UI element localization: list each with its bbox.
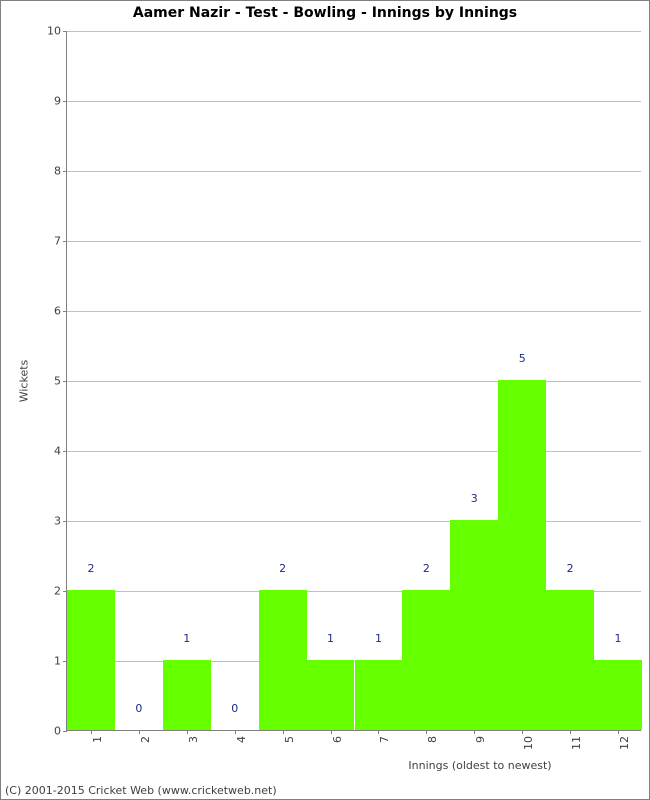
y-gridline	[67, 171, 641, 172]
y-tick-label: 10	[47, 25, 67, 38]
y-tick-label: 1	[54, 655, 67, 668]
x-tick-mark	[474, 730, 475, 734]
bar-value-label: 2	[87, 562, 94, 575]
x-tick-mark	[187, 730, 188, 734]
x-tick-label: 9	[474, 736, 487, 743]
x-tick-label: 5	[283, 736, 296, 743]
bar-value-label: 5	[519, 352, 526, 365]
bar	[259, 590, 307, 730]
y-tick-label: 0	[54, 725, 67, 738]
x-tick-mark	[378, 730, 379, 734]
x-tick-mark	[139, 730, 140, 734]
y-gridline	[67, 101, 641, 102]
bar-value-label: 3	[471, 492, 478, 505]
x-tick-label: 12	[618, 736, 631, 750]
y-gridline	[67, 521, 641, 522]
x-tick-mark	[618, 730, 619, 734]
y-gridline	[67, 241, 641, 242]
bar	[594, 660, 642, 730]
y-gridline	[67, 451, 641, 452]
bar-value-label: 0	[231, 702, 238, 715]
plot-area: 012345678910210213042516172839510211112	[66, 31, 641, 731]
x-tick-mark	[235, 730, 236, 734]
y-tick-label: 2	[54, 585, 67, 598]
bar-value-label: 1	[327, 632, 334, 645]
chart-title: Aamer Nazir - Test - Bowling - Innings b…	[1, 5, 649, 21]
x-tick-label: 10	[522, 736, 535, 750]
x-axis-title: Innings (oldest to newest)	[408, 759, 551, 772]
y-gridline	[67, 381, 641, 382]
y-axis-title: Wickets	[18, 360, 31, 403]
bar	[450, 520, 498, 730]
y-tick-label: 6	[54, 305, 67, 318]
x-tick-label: 11	[570, 736, 583, 750]
x-tick-label: 3	[187, 736, 200, 743]
chart-container: Aamer Nazir - Test - Bowling - Innings b…	[0, 0, 650, 800]
x-tick-mark	[570, 730, 571, 734]
y-tick-label: 5	[54, 375, 67, 388]
bar-value-label: 0	[135, 702, 142, 715]
bar	[402, 590, 450, 730]
y-tick-label: 7	[54, 235, 67, 248]
bar-value-label: 1	[615, 632, 622, 645]
x-tick-mark	[522, 730, 523, 734]
x-tick-label: 6	[331, 736, 344, 743]
bar-value-label: 1	[183, 632, 190, 645]
x-tick-label: 7	[378, 736, 391, 743]
y-tick-label: 3	[54, 515, 67, 528]
x-tick-label: 1	[91, 736, 104, 743]
x-tick-label: 4	[235, 736, 248, 743]
bar-value-label: 2	[423, 562, 430, 575]
x-tick-label: 8	[426, 736, 439, 743]
chart-footer: (C) 2001-2015 Cricket Web (www.cricketwe…	[5, 784, 277, 797]
bar-value-label: 1	[375, 632, 382, 645]
x-tick-label: 2	[139, 736, 152, 743]
x-tick-mark	[426, 730, 427, 734]
bar	[355, 660, 403, 730]
bar-value-label: 2	[567, 562, 574, 575]
y-tick-label: 9	[54, 95, 67, 108]
bar-value-label: 2	[279, 562, 286, 575]
x-tick-mark	[283, 730, 284, 734]
bar	[546, 590, 594, 730]
bar	[163, 660, 211, 730]
bar	[307, 660, 355, 730]
x-tick-mark	[331, 730, 332, 734]
bar	[498, 380, 546, 730]
y-gridline	[67, 311, 641, 312]
x-tick-mark	[91, 730, 92, 734]
y-tick-label: 4	[54, 445, 67, 458]
y-gridline	[67, 31, 641, 32]
bar	[67, 590, 115, 730]
y-tick-label: 8	[54, 165, 67, 178]
